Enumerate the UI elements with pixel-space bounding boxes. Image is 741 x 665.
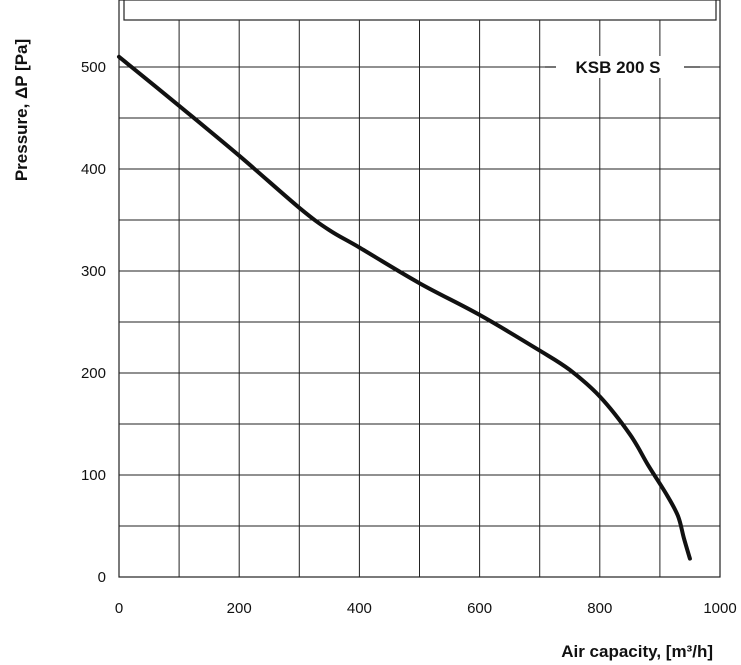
x-tick-label: 800 xyxy=(587,600,612,617)
y-tick-label: 100 xyxy=(81,467,106,484)
y-axis-title: Pressure, ΔP [Pa] xyxy=(12,39,31,181)
x-tick-label: 600 xyxy=(467,600,492,617)
legend-label: KSB 200 S xyxy=(575,58,660,77)
x-axis-title: Air capacity, [m³/h] xyxy=(561,642,713,661)
x-tick-label: 0 xyxy=(115,600,123,617)
x-tick-label: 400 xyxy=(347,600,372,617)
x-tick-labels: 0 200 400 600 800 1000 xyxy=(115,600,737,617)
y-tick-label: 400 xyxy=(81,161,106,178)
legend: KSB 200 S xyxy=(545,56,700,78)
y-tick-label: 0 xyxy=(98,569,106,586)
x-tick-label: 1000 xyxy=(703,600,736,617)
series-line-ksb-200-s xyxy=(117,54,692,561)
y-tick-label: 300 xyxy=(81,263,106,280)
y-tick-label: 200 xyxy=(81,365,106,382)
y-tick-label: 500 xyxy=(81,59,106,76)
y-tick-labels: 0 100 200 300 400 500 xyxy=(81,59,106,586)
top-box xyxy=(123,0,717,21)
x-tick-label: 200 xyxy=(227,600,252,617)
